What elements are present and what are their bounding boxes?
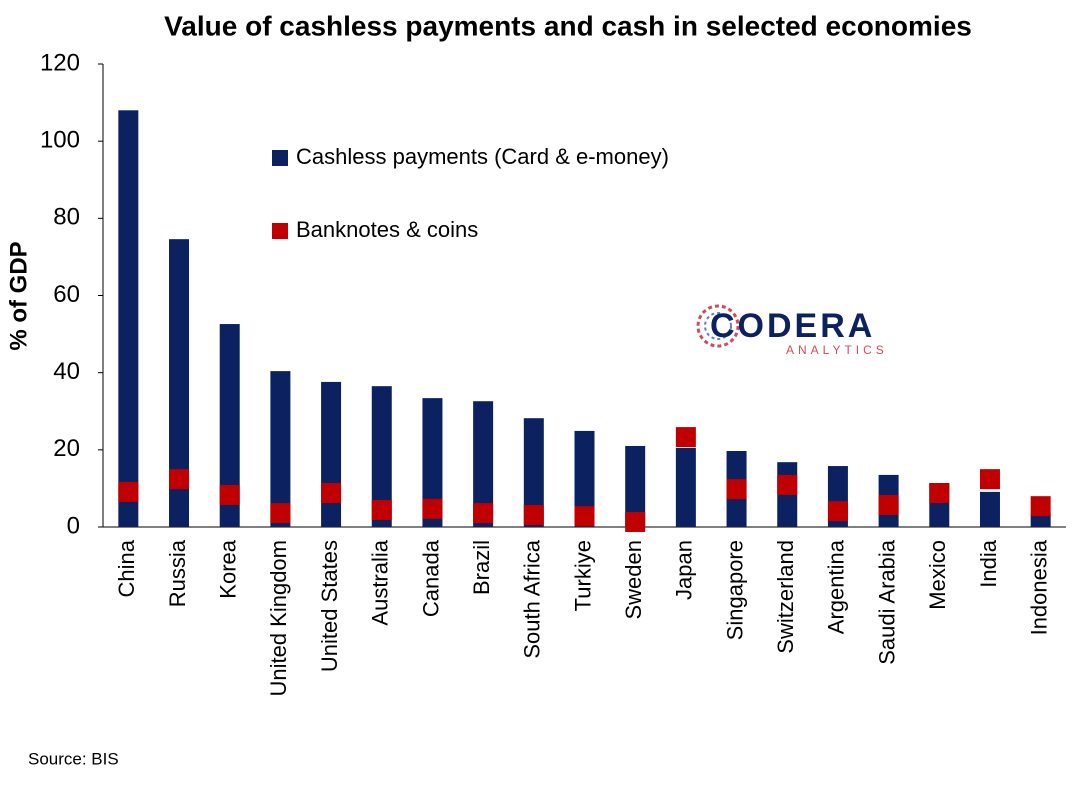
- x-tick-label: Mexico: [925, 540, 950, 610]
- bar: [574, 430, 595, 527]
- source-note: Source: BIS: [28, 749, 119, 768]
- cash-marker: [169, 469, 190, 490]
- y-axis-label: % of GDP: [5, 241, 32, 350]
- cash-marker: [473, 503, 494, 524]
- chart-title: Value of cashless payments and cash in s…: [164, 10, 972, 41]
- x-tick-label: Japan: [672, 540, 697, 600]
- bar: [422, 398, 443, 527]
- y-tick-label: 80: [53, 204, 80, 231]
- x-tick-label: Canada: [418, 539, 443, 617]
- bar: [625, 445, 646, 527]
- cash-marker: [979, 469, 1000, 490]
- logo-tagline: ANALYTICS: [786, 343, 888, 357]
- bar: [270, 371, 291, 527]
- cash-marker: [878, 495, 899, 516]
- cash-marker: [827, 501, 848, 522]
- logo-icon: [696, 304, 740, 348]
- x-tick-label: Indonesia: [1026, 539, 1051, 635]
- cash-marker: [371, 500, 392, 521]
- cash-marker: [1030, 496, 1051, 517]
- cash-marker: [118, 481, 139, 502]
- legend-swatch: [272, 223, 288, 239]
- bar: [169, 239, 190, 527]
- x-tick-label: India: [976, 539, 1001, 587]
- cash-marker: [675, 427, 696, 448]
- cash-marker: [523, 505, 544, 526]
- bar: [371, 386, 392, 527]
- y-tick-label: 120: [40, 49, 80, 76]
- legend-label: Cashless payments (Card & e-money): [296, 144, 669, 169]
- x-tick-label: Saudi Arabia: [874, 539, 899, 665]
- x-tick-label: South Africa: [520, 539, 545, 658]
- bar: [523, 418, 544, 527]
- x-tick-label: Brazil: [469, 540, 494, 595]
- bar: [118, 110, 139, 528]
- cash-marker: [219, 484, 240, 505]
- x-tick-label: Singapore: [722, 540, 747, 640]
- cash-marker: [929, 483, 950, 504]
- x-tick-label: China: [114, 539, 139, 597]
- bar: [219, 324, 240, 527]
- x-tick-label: United States: [317, 540, 342, 672]
- bar: [1030, 513, 1051, 527]
- x-tick-label: United Kingdom: [266, 540, 291, 697]
- x-tick-label: Russia: [165, 539, 190, 607]
- x-tick-label: Sweden: [621, 540, 646, 620]
- x-tick-label: Switzerland: [773, 540, 798, 654]
- cash-marker: [321, 483, 342, 504]
- x-tick-label: Korea: [216, 539, 241, 598]
- cash-marker: [625, 511, 646, 532]
- bar: [979, 491, 1000, 527]
- cash-marker: [777, 474, 798, 495]
- y-tick-label: 0: [67, 512, 80, 539]
- y-tick-label: 60: [53, 281, 80, 308]
- y-tick-label: 20: [53, 435, 80, 462]
- cash-marker: [422, 498, 443, 519]
- cash-marker: [726, 479, 747, 500]
- legend-label: Banknotes & coins: [296, 217, 478, 242]
- logo-name: CODERA: [710, 307, 875, 345]
- y-tick-label: 100: [40, 127, 80, 154]
- logo: CODERA ANALYTICS: [696, 304, 888, 357]
- logo-icon: [704, 312, 732, 340]
- legend-swatch: [272, 150, 288, 166]
- cash-marker: [574, 506, 595, 527]
- bar: [473, 401, 494, 527]
- bar: [675, 447, 696, 527]
- cash-marker: [270, 503, 291, 524]
- y-tick-label: 40: [53, 358, 80, 385]
- bar: [321, 381, 342, 527]
- x-tick-label: Australia: [368, 539, 393, 625]
- x-tick-label: Argentina: [824, 539, 849, 634]
- x-tick-label: Turkiye: [570, 540, 595, 611]
